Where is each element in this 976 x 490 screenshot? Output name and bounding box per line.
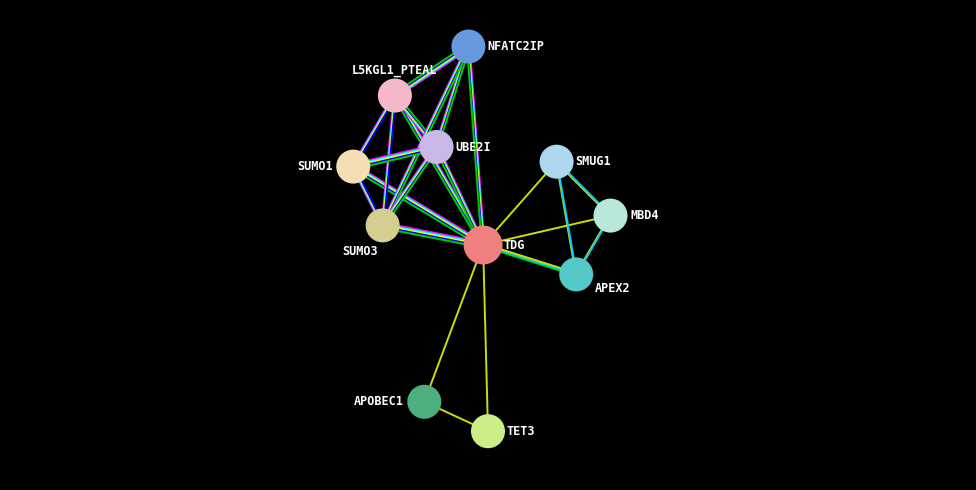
Circle shape xyxy=(366,209,399,242)
Text: NFATC2IP: NFATC2IP xyxy=(487,40,544,53)
Circle shape xyxy=(408,386,440,418)
Text: APOBEC1: APOBEC1 xyxy=(354,395,404,408)
Circle shape xyxy=(594,199,627,232)
Circle shape xyxy=(465,226,502,264)
Text: L5KGL1_PTEAL: L5KGL1_PTEAL xyxy=(352,64,437,77)
Text: SUMO3: SUMO3 xyxy=(343,245,378,258)
Circle shape xyxy=(471,415,505,447)
Circle shape xyxy=(560,258,592,291)
Text: SMUG1: SMUG1 xyxy=(575,155,611,168)
Circle shape xyxy=(421,131,453,163)
Text: TET3: TET3 xyxy=(507,425,535,438)
Circle shape xyxy=(337,150,370,183)
Text: TDG: TDG xyxy=(504,239,525,251)
Circle shape xyxy=(452,30,484,63)
Text: APEX2: APEX2 xyxy=(594,282,630,295)
Circle shape xyxy=(379,79,411,112)
Text: SUMO1: SUMO1 xyxy=(297,160,333,173)
Circle shape xyxy=(541,146,573,178)
Text: MBD4: MBD4 xyxy=(630,209,659,222)
Text: UBE2I: UBE2I xyxy=(455,141,491,153)
